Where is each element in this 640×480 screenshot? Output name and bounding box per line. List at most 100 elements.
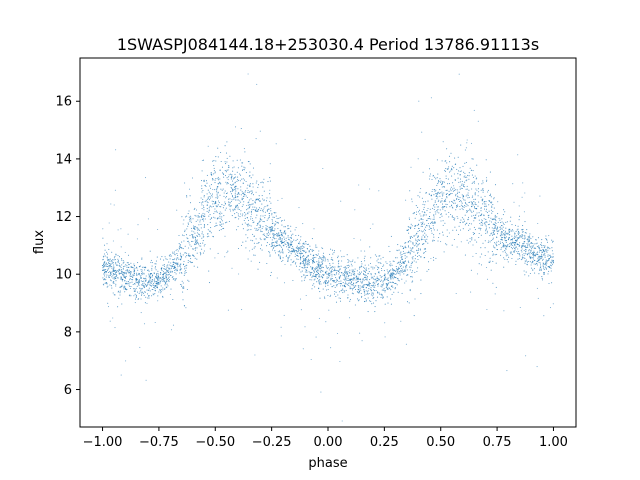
- data-point: [511, 251, 513, 253]
- data-point: [496, 236, 498, 238]
- data-point: [486, 308, 488, 311]
- data-point: [533, 256, 535, 258]
- data-point: [488, 217, 490, 219]
- data-point: [262, 234, 264, 236]
- data-point: [104, 273, 106, 275]
- data-point: [524, 262, 526, 264]
- data-point: [420, 256, 422, 258]
- data-point: [260, 182, 262, 184]
- data-point: [373, 284, 375, 286]
- data-point: [468, 224, 470, 226]
- data-point: [417, 230, 419, 232]
- data-point: [199, 251, 201, 253]
- data-point: [377, 291, 379, 293]
- data-point: [128, 282, 130, 284]
- data-point: [114, 256, 116, 258]
- data-point: [525, 271, 527, 273]
- data-point: [319, 281, 321, 283]
- data-point: [237, 247, 240, 250]
- data-point: [215, 225, 217, 227]
- data-point: [336, 280, 338, 282]
- data-point: [103, 269, 105, 271]
- data-point: [343, 266, 345, 269]
- data-point: [389, 251, 391, 253]
- data-point: [206, 182, 208, 184]
- data-point: [486, 278, 489, 280]
- data-point: [369, 262, 372, 265]
- data-point: [517, 237, 519, 239]
- data-point: [344, 291, 346, 293]
- data-point: [338, 277, 340, 279]
- data-point: [426, 238, 428, 240]
- data-point: [306, 243, 309, 246]
- data-point: [357, 300, 359, 302]
- data-point: [405, 199, 407, 201]
- data-point: [440, 241, 442, 243]
- data-point: [169, 253, 171, 256]
- data-point: [488, 223, 490, 225]
- data-point: [170, 288, 172, 290]
- data-point: [433, 194, 435, 196]
- data-point: [346, 275, 348, 277]
- data-point: [407, 226, 409, 228]
- data-point: [208, 282, 211, 284]
- data-point: [469, 241, 471, 243]
- data-point: [174, 267, 177, 269]
- data-point: [129, 271, 131, 273]
- data-point: [134, 267, 136, 269]
- data-point: [400, 270, 402, 272]
- data-point: [369, 227, 371, 230]
- data-point: [318, 279, 320, 281]
- data-point: [327, 258, 329, 260]
- data-point: [256, 223, 259, 225]
- data-point: [466, 203, 468, 205]
- data-point: [261, 219, 263, 221]
- data-point: [268, 234, 270, 236]
- data-point: [382, 296, 384, 298]
- data-point: [454, 200, 456, 202]
- data-point: [438, 180, 440, 183]
- data-point: [288, 239, 290, 241]
- data-point: [163, 288, 166, 290]
- data-point: [178, 258, 180, 260]
- data-point: [268, 214, 270, 217]
- data-point: [454, 217, 456, 219]
- data-point: [367, 311, 369, 313]
- data-point: [455, 189, 457, 191]
- data-point: [514, 234, 516, 236]
- data-point: [478, 201, 480, 203]
- data-point: [299, 298, 302, 300]
- data-point: [263, 221, 265, 223]
- data-point: [393, 291, 395, 293]
- data-point: [281, 248, 284, 250]
- data-point: [167, 277, 170, 279]
- data-point: [318, 287, 320, 289]
- data-point: [463, 171, 465, 173]
- data-point: [365, 293, 367, 295]
- data-point: [409, 240, 411, 242]
- data-point: [463, 220, 466, 222]
- data-point: [202, 198, 204, 200]
- data-point: [365, 274, 367, 277]
- data-point: [409, 236, 411, 238]
- data-point: [222, 223, 224, 225]
- data-point: [283, 241, 285, 244]
- data-point: [489, 194, 491, 197]
- data-point: [321, 247, 323, 249]
- data-point: [184, 273, 186, 275]
- data-point: [173, 251, 176, 253]
- data-point: [318, 276, 320, 278]
- data-point: [527, 244, 529, 246]
- data-point: [296, 238, 298, 240]
- data-point: [512, 183, 514, 185]
- data-point: [474, 198, 477, 200]
- data-point: [324, 260, 326, 262]
- data-point: [115, 274, 118, 276]
- data-point: [160, 289, 162, 291]
- data-point: [402, 248, 404, 250]
- data-point: [492, 210, 494, 213]
- data-point: [495, 244, 497, 246]
- data-point: [258, 241, 260, 244]
- data-point: [116, 270, 118, 272]
- data-point: [518, 237, 520, 239]
